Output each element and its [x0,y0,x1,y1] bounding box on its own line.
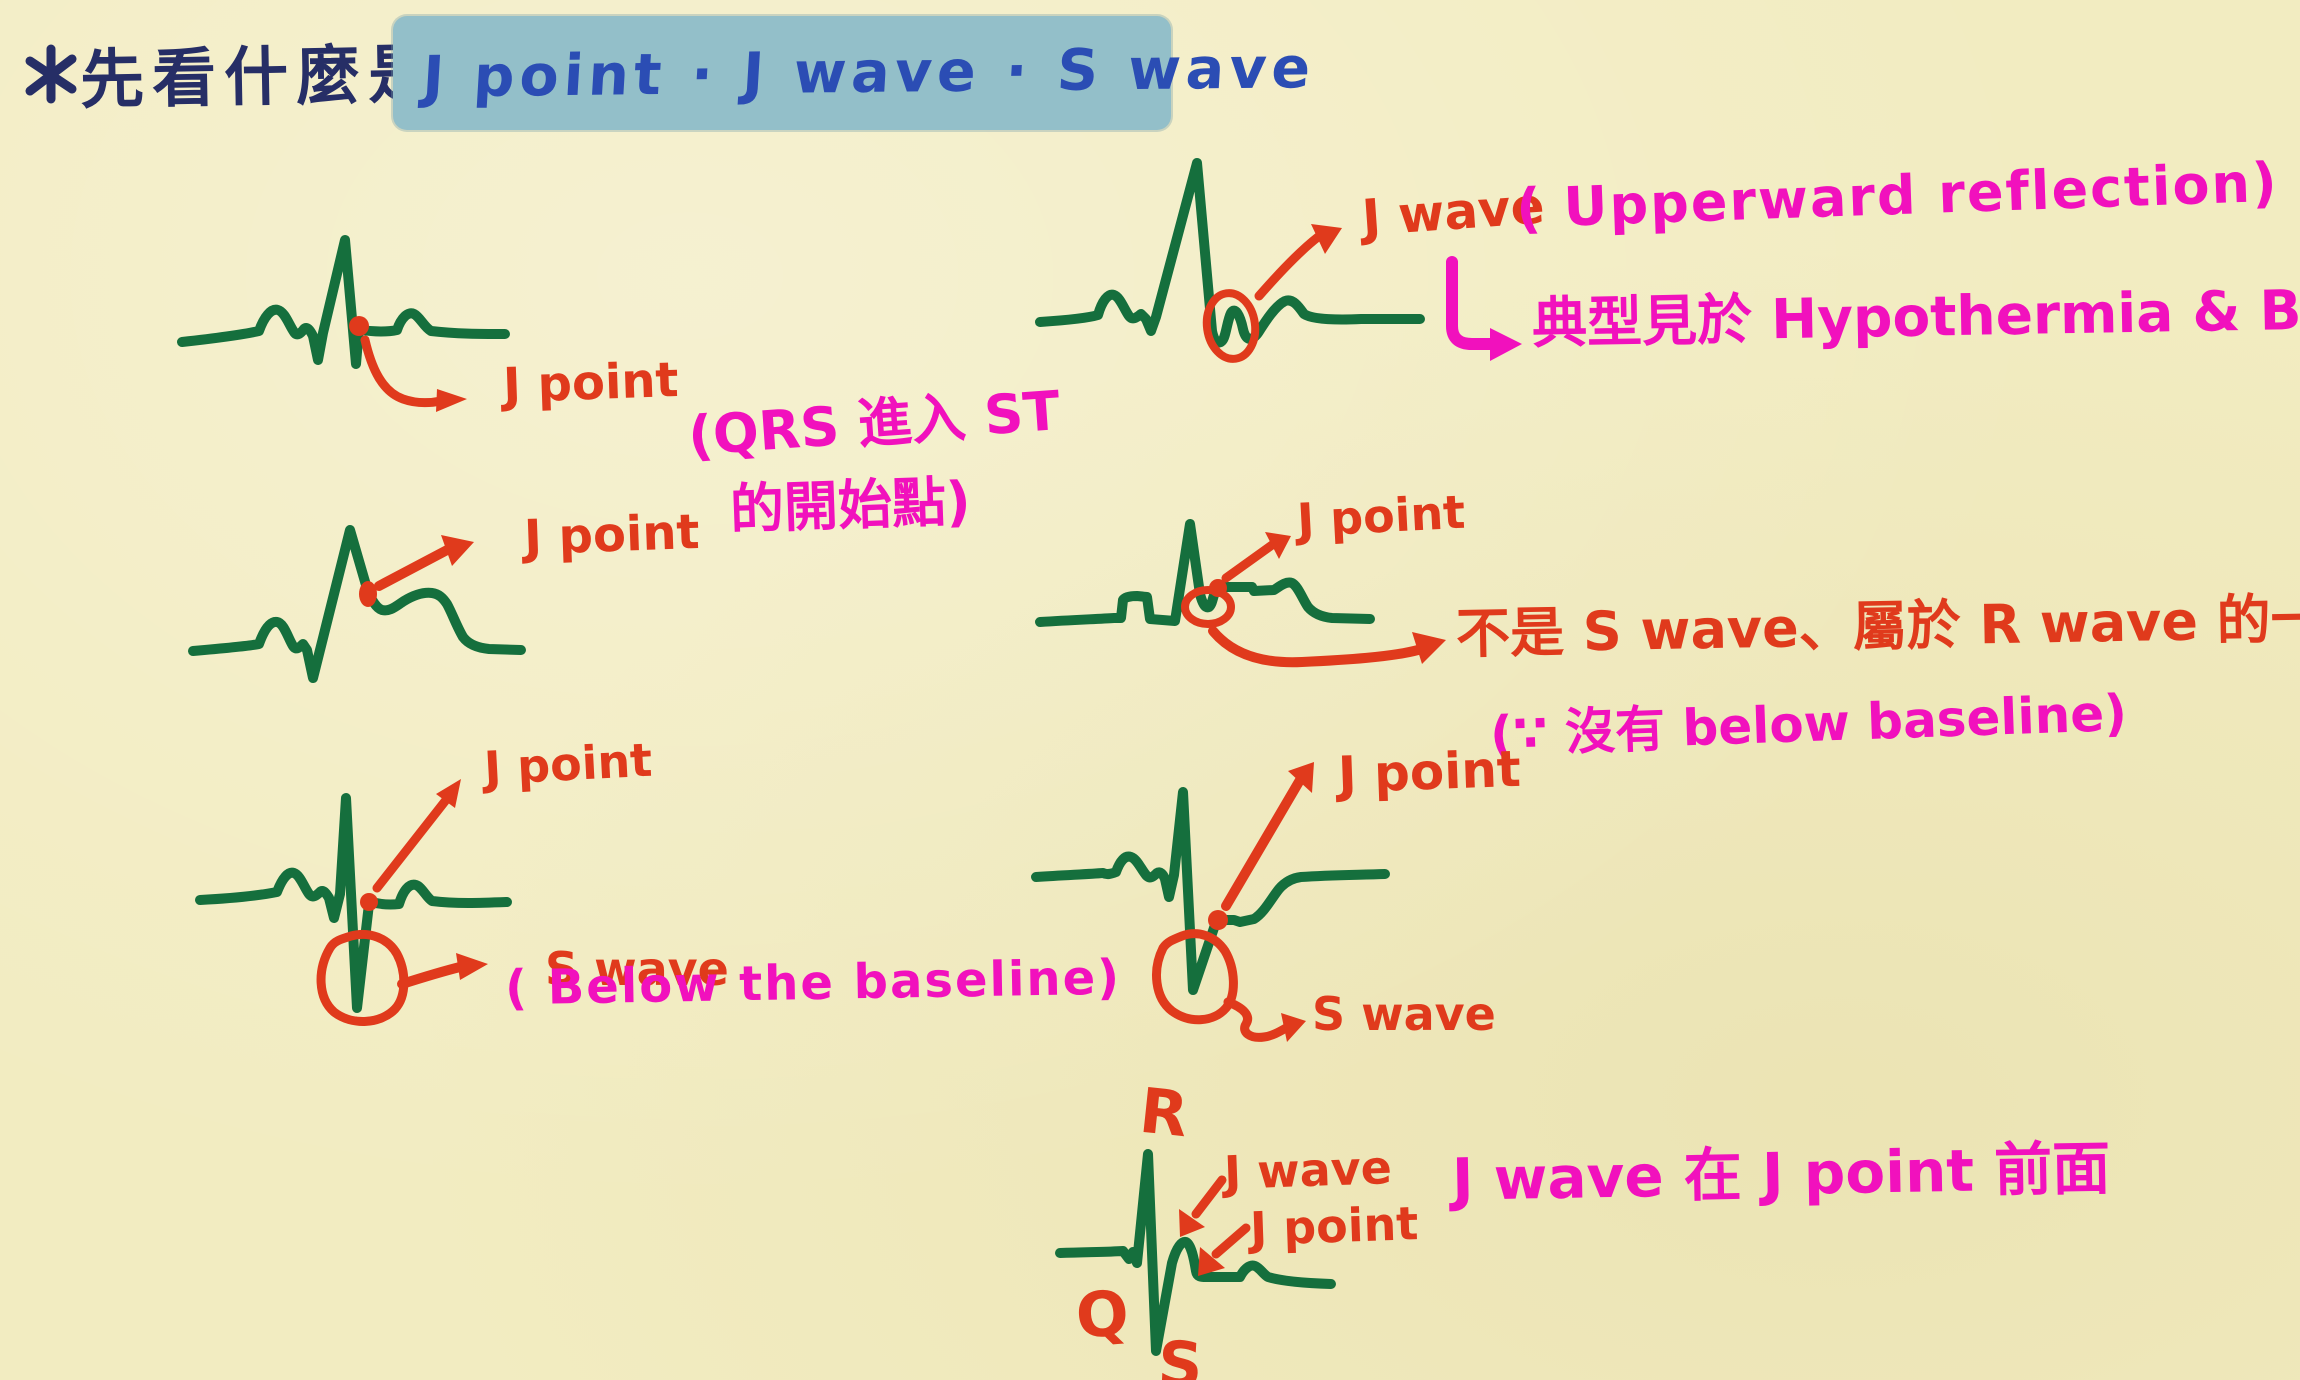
ecg6-swave-arrow [1223,997,1306,1042]
ecg7-jwave-label: J wave [1223,1140,1393,1200]
ecg6-trace [1031,787,1390,995]
title-highlight: J point · J wave · S wave [393,16,1317,130]
ecg3-jpoint-marker [360,893,378,911]
page-title: 先看什麼是 [22,26,441,118]
ecg7-trace [1055,1149,1336,1356]
ecg1-trace [177,235,510,369]
ecg5-jpoint-marker [1209,579,1227,597]
ecg4-jwave-arrow [1254,224,1342,301]
ecg7-letter-r: R [1136,1073,1192,1152]
ecg4-trace [1035,158,1425,348]
ecg6-swave-label: S wave [1312,987,1496,1041]
ecg5-trace [1035,519,1375,627]
ecg2-jpoint-label: J point [523,503,701,567]
ecg2-jpoint-marker [359,581,377,607]
ecg7-order-note: J wave 在 J point 前面 [1451,1134,2111,1214]
ecg7-jwave-arrow [1179,1175,1227,1237]
ecg3-below-baseline-note: ( Below the baseline) [504,949,1122,1017]
ecg7-letter-s: S [1156,1326,1205,1380]
ecg2-trace [188,525,526,683]
ecg1-jpoint-label: J point [502,351,680,415]
ecg3-jpoint-label: J point [482,732,654,796]
ecg7-jpoint-label: J point [1249,1196,1420,1256]
ecg7-jpoint-arrow [1198,1223,1251,1276]
ecg6-jpoint-marker [1208,910,1228,930]
ecg3-trace [195,793,512,1013]
ecg3-jpoint-arrow [372,779,461,893]
asterisk-icon [25,44,77,104]
ecg4-typical-hook-arrow [1446,256,1522,361]
ecg6-jpoint-label: J point [1337,739,1522,805]
ecg5-not-s-arrow [1208,626,1446,668]
qrs-note-line2: 的開始點) [728,469,972,542]
ecg5-jpoint-arrow [1221,532,1291,583]
ecg3-swave-arrow [397,953,488,989]
ecg1-jpoint-arrow [360,335,467,412]
ecg5-not-s-note: 不是 S wave、屬於 R wave 的一部份 [1455,585,2300,666]
ecg1-jpoint-marker [349,316,369,336]
ecg4-typical-note: 典型見於 Hypothermia & BER [1531,276,2300,356]
ecg5-notch-circle [1181,586,1235,628]
ecg3-swave-label: S wave [545,942,729,996]
ecg6-jpoint-arrow [1221,762,1314,911]
ecg6-swave-circle [1152,929,1238,1025]
ecg4-jwave-circle [1202,289,1260,363]
ecg2-jpoint-arrow [374,535,474,591]
ecg5-jpoint-label: J point [1295,484,1467,548]
ecg3-swave-circle [316,929,409,1026]
ecg7-letter-q: Q [1073,1276,1132,1353]
